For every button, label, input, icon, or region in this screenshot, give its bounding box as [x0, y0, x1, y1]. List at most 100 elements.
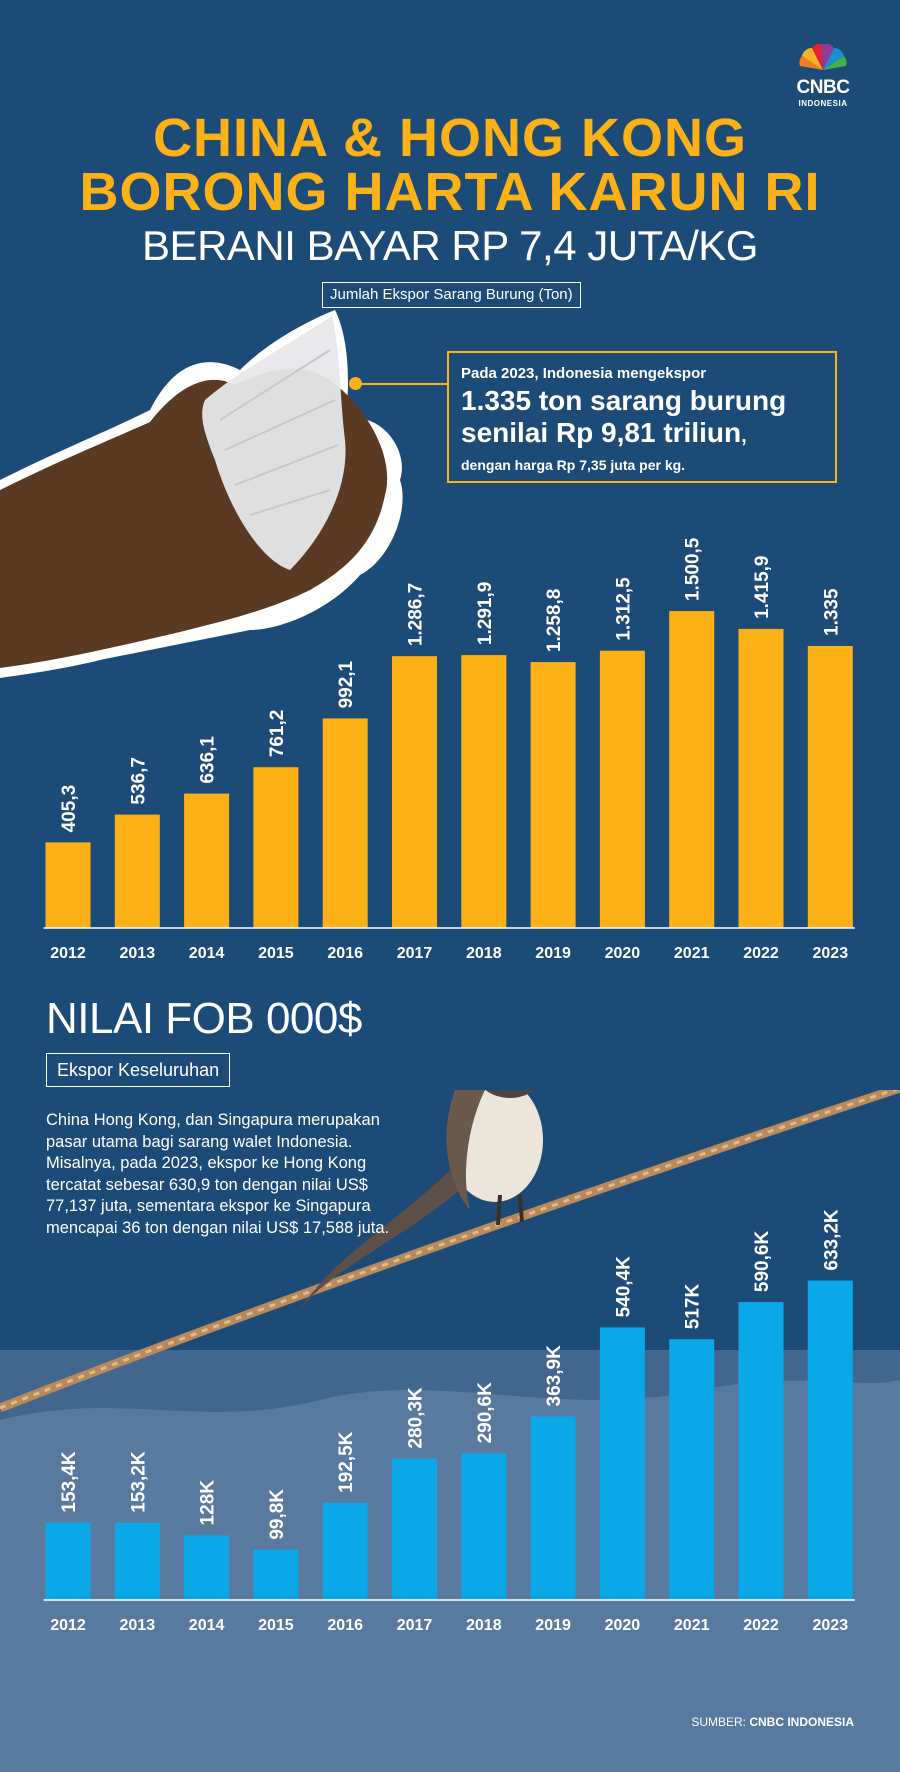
x-tick-label: 2015: [258, 945, 294, 962]
bar-value-label: 405,3: [59, 785, 80, 833]
bar-value-label: 992,1: [336, 660, 357, 708]
bar-value-label: 1.415,9: [752, 555, 773, 618]
callout-connector: [355, 383, 447, 385]
bar-2013: [114, 1522, 160, 1600]
bar-2018: [461, 1453, 507, 1600]
title-line-2: BORONG HARTA KARUN RI: [79, 162, 821, 222]
bar-value-label: 363,9K: [544, 1345, 565, 1407]
subtitle: BERANI BAYAR RP 7,4 JUTA/KG: [142, 222, 758, 269]
bar-2023: [807, 1280, 853, 1600]
x-tick-label: 2022: [743, 1617, 779, 1630]
bar-2019: [530, 662, 576, 928]
bar-2012: [45, 1522, 91, 1600]
bar-value-label: 1.291,9: [475, 582, 496, 645]
x-tick-label: 2020: [605, 1617, 641, 1630]
x-tick-label: 2017: [397, 1617, 433, 1630]
bar-value-label: 1.335: [821, 588, 842, 636]
bar-2016: [322, 1502, 368, 1600]
x-tick-label: 2018: [466, 1617, 502, 1630]
bar-2020: [599, 1327, 645, 1600]
bar-2022: [738, 1302, 784, 1600]
x-tick-label: 2018: [466, 945, 502, 962]
bar-2022: [738, 628, 784, 928]
callout-highlight: 1.335 ton sarang burung senilai Rp 9,81 …: [461, 385, 823, 452]
bar-2015: [253, 767, 299, 928]
bar-value-label: 761,2: [267, 710, 288, 758]
export-volume-chart: 405,3 2012 536,7 2013 636,1 2014 761,2 2015 992,…: [43, 537, 855, 962]
x-tick-label: 2014: [189, 1617, 225, 1630]
bar-value-label: 128K: [198, 1480, 219, 1526]
x-tick-label: 2012: [50, 1617, 86, 1630]
cnbc-logo: CNBC INDONESIA: [790, 43, 856, 108]
bar-value-label: 590,6K: [752, 1231, 773, 1293]
bar-2023: [807, 645, 853, 928]
bar-2016: [322, 718, 368, 928]
x-tick-label: 2015: [258, 1617, 294, 1630]
bar-value-label: 517K: [683, 1284, 704, 1330]
bar-2021: [669, 1339, 715, 1600]
x-tick-label: 2023: [813, 1617, 849, 1630]
bar-2012: [45, 842, 91, 928]
bar-2014: [184, 1535, 230, 1600]
x-tick-label: 2014: [189, 945, 225, 962]
callout-dot: [349, 377, 362, 390]
bar-value-label: 636,1: [198, 736, 219, 784]
bar-2017: [392, 1458, 437, 1600]
bar-value-label: 153,4K: [59, 1451, 80, 1513]
x-tick-label: 2019: [535, 1617, 571, 1630]
callout-box: Pada 2023, Indonesia mengekspor 1.335 to…: [447, 351, 837, 483]
x-tick-label: 2021: [674, 1617, 710, 1630]
bird-head: [485, 1090, 535, 1098]
hand-holding-nest-photo: [0, 310, 403, 678]
bar-value-label: 1.258,8: [544, 589, 565, 652]
bar-2021: [669, 611, 715, 928]
peacock-icon: [799, 43, 847, 70]
bar-2015: [253, 1549, 299, 1600]
source-note: SUMBER: CNBC INDONESIA: [691, 1715, 854, 1729]
callout-highlight-line2: senilai Rp 9,81 triliun: [461, 417, 742, 448]
x-tick-label: 2012: [50, 945, 86, 962]
x-tick-label: 2013: [120, 945, 156, 962]
x-tick-label: 2017: [397, 945, 433, 962]
bar-2020: [599, 650, 645, 928]
logo-text: CNBC: [796, 77, 850, 98]
source-prefix: SUMBER:: [691, 1715, 750, 1729]
bar-2019: [530, 1416, 576, 1600]
bar-value-label: 192,5K: [336, 1431, 357, 1493]
x-tick-label: 2020: [605, 945, 641, 962]
bar-2017: [392, 656, 437, 928]
bar-value-label: 280,3K: [406, 1387, 427, 1449]
bar-value-label: 1.312,5: [613, 577, 634, 641]
bar-value-label: 540,4K: [613, 1256, 634, 1318]
bird-wing: [446, 1090, 485, 1210]
x-tick-label: 2013: [120, 1617, 156, 1630]
section2-title: NILAI FOB 000$: [46, 994, 362, 1043]
callout-price: dengan harga Rp 7,35 juta per kg.: [461, 457, 686, 473]
source-brand: CNBC INDONESIA: [749, 1715, 854, 1729]
logo-subtext: INDONESIA: [798, 99, 848, 108]
bar-value-label: 1.500,5: [683, 537, 704, 601]
callout-intro: Pada 2023, Indonesia mengekspor: [461, 365, 707, 382]
chart1-label: Jumlah Ekspor Sarang Burung (Ton): [322, 282, 581, 308]
bar-value-label: 290,6K: [475, 1382, 496, 1444]
section2-body: China Hong Kong, dan Singapura merupakan…: [46, 1111, 390, 1237]
fob-value-chart: 153,4K 2012 153,2K 2013 128K 2014 99,8K 2015 192…: [43, 1209, 855, 1630]
bar-value-label: 99,8K: [267, 1489, 288, 1540]
callout-comma: ,: [741, 425, 747, 447]
bar-2014: [184, 793, 230, 928]
bar-value-label: 1.286,7: [406, 583, 427, 646]
callout-highlight-line1: 1.335 ton sarang burung: [461, 385, 787, 416]
nest: [202, 316, 346, 570]
bar-value-label: 153,2K: [128, 1451, 149, 1513]
title-line-1: CHINA & HONG KONG: [153, 108, 747, 168]
bird-tail: [300, 1170, 460, 1310]
x-tick-label: 2022: [743, 945, 779, 962]
bar-value-label: 536,7: [128, 757, 149, 805]
x-tick-label: 2021: [674, 945, 710, 962]
x-tick-label: 2023: [813, 945, 849, 962]
bar-2013: [114, 814, 160, 928]
bar-2018: [461, 655, 507, 928]
bar-value-label: 633,2K: [821, 1209, 842, 1271]
x-tick-label: 2019: [535, 945, 571, 962]
x-tick-label: 2016: [327, 1617, 363, 1630]
